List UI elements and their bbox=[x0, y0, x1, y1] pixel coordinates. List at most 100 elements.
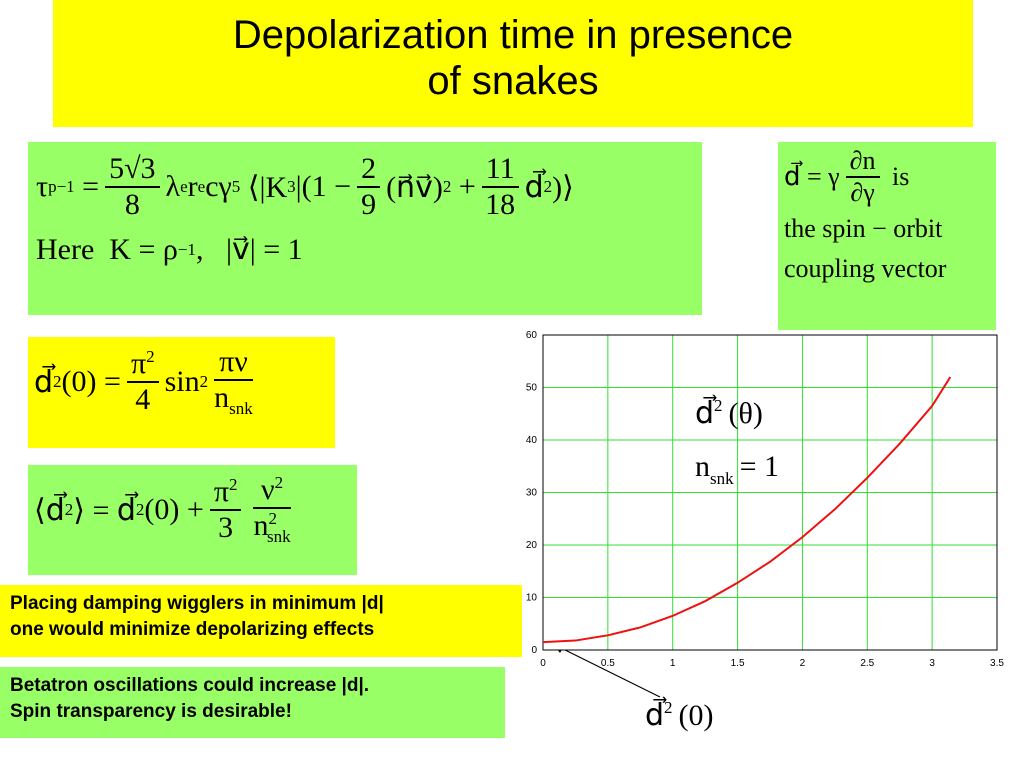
note-box: Placing damping wigglers in minimum |d| … bbox=[0, 585, 522, 657]
t: 3 bbox=[218, 511, 234, 544]
annotation-arrow bbox=[554, 644, 661, 698]
annotation: d⃗2 (θ) bbox=[695, 395, 763, 430]
t: )⟩ bbox=[552, 170, 574, 204]
equation: d⃗ = γ ∂n ∂γ is bbox=[784, 146, 990, 208]
t: e bbox=[180, 177, 188, 196]
fraction: ∂n ∂γ bbox=[845, 146, 880, 208]
t: = bbox=[82, 170, 100, 203]
t: cγ bbox=[205, 170, 232, 203]
annotation-part: (0) bbox=[679, 699, 714, 732]
t: 5 bbox=[231, 177, 241, 196]
x-tick-label: 1.5 bbox=[731, 658, 745, 669]
y-tick-label: 40 bbox=[526, 435, 538, 446]
t: 2 bbox=[135, 500, 145, 519]
t: Here K = ρ bbox=[36, 232, 178, 266]
y-tick-label: 60 bbox=[526, 330, 538, 341]
t: −1 bbox=[56, 177, 75, 196]
t: π2 bbox=[126, 347, 159, 383]
t: d⃗ bbox=[524, 170, 544, 204]
t: πν bbox=[214, 345, 253, 381]
t: |(1 − bbox=[295, 170, 352, 203]
t: 11 bbox=[481, 152, 519, 188]
definition-box: d⃗ = γ ∂n ∂γ is the spin − orbit coupling… bbox=[778, 142, 996, 330]
fraction: π2 4 bbox=[126, 347, 159, 417]
annotation-sub: snk bbox=[710, 469, 734, 488]
annotation-sup: 2 bbox=[714, 396, 723, 415]
t: 2 bbox=[146, 347, 155, 366]
y-tick-label: 50 bbox=[526, 383, 538, 394]
t: nsnk bbox=[214, 381, 253, 419]
t: ⟨d⃗ bbox=[34, 493, 65, 527]
t: 9 bbox=[361, 188, 377, 221]
t: 2 bbox=[64, 500, 74, 519]
t: ⟨|K bbox=[247, 170, 288, 204]
fraction: 11 18 bbox=[481, 152, 519, 222]
t: (0) + bbox=[144, 493, 204, 526]
t: 2 bbox=[228, 475, 238, 494]
t: 2 bbox=[53, 372, 62, 391]
note-box: Betatron oscillations could increase |d|… bbox=[0, 667, 505, 738]
fraction: ν2 n2snk bbox=[253, 473, 291, 547]
fraction: 5√3 8 bbox=[105, 152, 160, 222]
t: sin bbox=[164, 365, 200, 398]
note-line: one would minimize depolarizing effects bbox=[10, 619, 375, 640]
t: r bbox=[187, 170, 198, 203]
t: π bbox=[213, 475, 229, 508]
x-tick-label: 2 bbox=[800, 658, 806, 669]
t: ∂γ bbox=[850, 178, 875, 207]
t: 2 bbox=[199, 372, 209, 391]
t: ν2 bbox=[253, 473, 291, 509]
annotation-part: (θ) bbox=[729, 397, 763, 430]
x-tick-label: 1 bbox=[670, 658, 676, 669]
plot-frame bbox=[542, 334, 998, 651]
t: 18 bbox=[485, 188, 516, 221]
title-line: of snakes bbox=[427, 59, 599, 103]
annotation-part: d⃗ bbox=[695, 395, 717, 430]
fraction: π2 3 bbox=[209, 475, 242, 545]
t: + bbox=[458, 170, 476, 203]
t: p bbox=[48, 177, 57, 196]
t: ⟩ = d⃗ bbox=[73, 493, 136, 527]
t: d⃗ = γ bbox=[784, 162, 840, 191]
annotation-part: n bbox=[695, 450, 710, 483]
t: π2 bbox=[209, 475, 242, 511]
t: n2snk bbox=[253, 509, 290, 547]
x-tick-label: 2.5 bbox=[860, 658, 874, 669]
curve bbox=[542, 376, 952, 644]
t: ν bbox=[261, 473, 275, 506]
t: 2 bbox=[357, 152, 381, 188]
t: snk bbox=[229, 399, 253, 418]
t: π bbox=[130, 347, 147, 380]
x-tick-label: 3 bbox=[929, 658, 935, 669]
equation: Here K = ρ −1, |v⃗| = 1 bbox=[36, 232, 694, 267]
t: λ bbox=[165, 170, 181, 203]
annotation: d⃗2 (0) bbox=[645, 697, 714, 732]
note-line: Spin transparency is desirable! bbox=[10, 701, 292, 722]
t: (0) = bbox=[61, 365, 121, 398]
equation: d⃗ 2 (0) = π2 4 sin 2 πν nsnk bbox=[34, 345, 329, 419]
t: (n⃗v⃗) bbox=[386, 170, 443, 204]
t: d⃗ bbox=[34, 365, 54, 399]
t: 2 bbox=[274, 473, 284, 492]
t: 2 bbox=[543, 177, 553, 196]
annotation-part: d⃗ bbox=[645, 697, 667, 732]
t: is bbox=[892, 162, 910, 191]
y-tick-label: 30 bbox=[526, 488, 538, 499]
equation: ⟨d⃗ 2 ⟩ = d⃗ 2 (0) + π2 3 ν2 n2snk bbox=[34, 473, 351, 547]
title-line: Depolarization time in presence bbox=[232, 13, 794, 57]
t: n bbox=[253, 509, 269, 542]
y-tick-label: 10 bbox=[526, 593, 538, 604]
t: 2 bbox=[268, 509, 277, 528]
y-tick-label: 0 bbox=[531, 645, 537, 656]
text: the spin − orbit bbox=[784, 214, 943, 243]
t: −1 bbox=[177, 239, 196, 259]
x-tick-label: 0.5 bbox=[601, 658, 615, 669]
t: 4 bbox=[135, 383, 151, 416]
t: n bbox=[214, 381, 230, 414]
t: snk bbox=[266, 527, 291, 546]
x-tick-label: 0 bbox=[540, 658, 546, 669]
